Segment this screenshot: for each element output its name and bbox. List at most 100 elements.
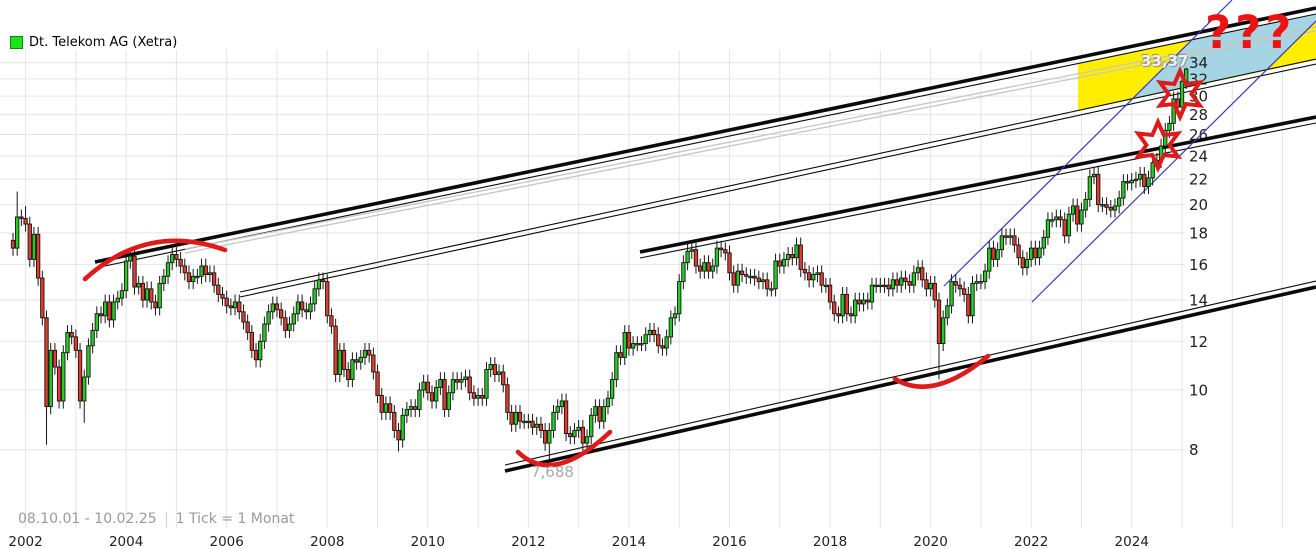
candle-body (572, 429, 577, 438)
candle-body (69, 332, 74, 338)
candle-body (1112, 205, 1118, 211)
y-axis-tick-label: 8 (1189, 441, 1199, 459)
candle-body (44, 317, 49, 408)
candle-body (941, 317, 946, 344)
channelA-median-gray-1 (184, 26, 1316, 250)
candle-body (237, 301, 242, 313)
candle-body (1167, 122, 1172, 131)
candle-body (635, 343, 640, 346)
candle-body (249, 332, 254, 351)
candle-body (576, 426, 581, 431)
candle-body (773, 260, 778, 290)
candle-body (538, 423, 544, 431)
candle-body (10, 239, 16, 249)
candle-body (258, 340, 263, 361)
candle-body (128, 255, 133, 262)
candle-body (639, 343, 644, 346)
date-range-label: 08.10.01 - 10.02.25 (18, 511, 157, 527)
candle-body (886, 284, 891, 290)
rounded-bottom-2012 (515, 429, 613, 468)
candle-body (1033, 247, 1038, 259)
y-axis-tick-label: 18 (1189, 224, 1208, 242)
candle-body (1091, 173, 1097, 178)
x-axis-tick-label: 2006 (210, 534, 244, 549)
candle-body (656, 334, 661, 347)
candle-body (811, 274, 816, 281)
candle-body (853, 299, 858, 317)
candle-body (15, 216, 20, 249)
candle-body (584, 436, 590, 444)
candle-body (530, 420, 535, 428)
candle-body (765, 279, 770, 290)
candle-body (945, 305, 950, 319)
candle-body (1058, 216, 1063, 221)
candle-body (1121, 181, 1126, 199)
candle-body (471, 392, 477, 399)
candle-body (664, 336, 669, 349)
candle-body (358, 356, 363, 363)
candle-body (98, 313, 104, 317)
candle-body (48, 349, 53, 408)
candle-body (220, 293, 225, 299)
candle-body (325, 281, 330, 317)
candle-body (283, 317, 288, 331)
candle-body (982, 270, 988, 283)
candle-body (82, 376, 87, 402)
candle-body (555, 406, 560, 413)
x-axis-tick-label: 2018 (813, 534, 847, 549)
candle-body (777, 260, 782, 267)
candle-body (262, 323, 267, 342)
candle-body (299, 301, 305, 311)
candle-body (1041, 236, 1046, 249)
candle-body (1020, 257, 1025, 269)
candle-body (19, 216, 24, 219)
candle-body (1070, 205, 1076, 215)
candle-body (1079, 209, 1084, 225)
breakout-star-2 (1155, 66, 1205, 122)
instrument-title: Dt. Telekom AG (Xetra) (29, 35, 178, 50)
candle-body (681, 262, 686, 283)
candle-body (668, 317, 673, 338)
channelC-lower-thin (504, 280, 1316, 466)
candle-body (769, 288, 774, 291)
candle-body (522, 420, 527, 424)
candle-body (651, 329, 657, 336)
candle-body (630, 343, 636, 349)
candle-body (329, 315, 334, 327)
candle-body (195, 275, 200, 279)
candle-body (1129, 179, 1134, 184)
candle-body (228, 305, 234, 309)
candle-body (1083, 198, 1088, 211)
rounded-top-2004 (82, 238, 228, 282)
candle-body (1179, 80, 1185, 108)
candle-body (840, 293, 845, 317)
candle-body (1150, 162, 1155, 179)
candle-body (890, 279, 896, 290)
candle-body (77, 349, 83, 402)
candle-body (454, 379, 460, 383)
y-axis-tick-label: 22 (1189, 171, 1208, 189)
candle-body (463, 376, 468, 381)
candle-body (723, 249, 728, 254)
candle-body (56, 366, 62, 402)
candle-body (450, 379, 456, 394)
candle-body (40, 277, 45, 319)
candle-body (107, 301, 112, 321)
blue-channel-left (943, 0, 1233, 287)
candle-body (1037, 247, 1042, 259)
candle-body (865, 299, 870, 303)
candle-body (379, 395, 384, 413)
candle-body (601, 406, 606, 422)
candle-body (953, 281, 958, 286)
x-axis-tick-label: 2008 (310, 534, 344, 549)
candle-body (622, 332, 627, 358)
candle-body (689, 249, 694, 252)
candle-body (802, 268, 808, 274)
candle-body (94, 313, 99, 331)
candle-body (593, 406, 598, 416)
candle-body (132, 255, 137, 288)
candle-body (1049, 219, 1055, 222)
candle-body (752, 275, 757, 279)
candle-body (580, 426, 585, 444)
